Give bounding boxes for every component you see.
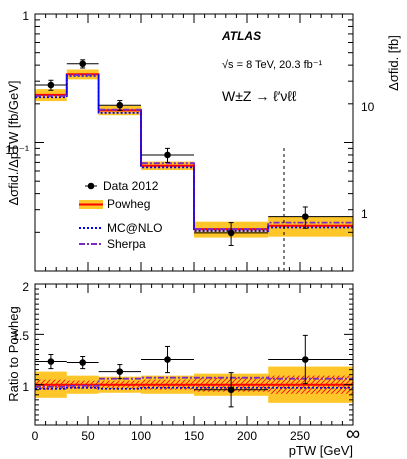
ratio-ytick-label: 2 [22, 280, 29, 294]
ratio-data-point [302, 356, 309, 363]
main-ytick-label: 10⁻¹ [5, 143, 29, 157]
data-point [47, 81, 55, 89]
xtick-label: 200 [237, 429, 257, 443]
ratio-ytick-label: 1 [22, 380, 29, 394]
legend-entry-data: Data 2012 [85, 179, 159, 193]
xtick-label: 0 [32, 429, 39, 443]
main-panel: 1 10⁻¹ 10 1 Δσfid./ΔpTW [fb/GeV] Δσfid. … [5, 9, 401, 272]
ratio-data-point [116, 368, 124, 375]
atlas-label: ATLAS [221, 29, 261, 43]
main-axis-ticks [35, 14, 353, 271]
ratio-sherpa-line [35, 376, 353, 388]
ratio-axis-ticks [35, 284, 353, 425]
ratio-data-point [47, 358, 55, 365]
legend-label-mcnlo: MC@NLO [107, 221, 163, 235]
main-ytick-label-right: 10 [361, 100, 375, 114]
data-point [79, 60, 86, 68]
xtick-label: 100 [131, 429, 151, 443]
ratio-data-point [227, 386, 235, 394]
xtick-label: 50 [81, 429, 95, 443]
ratio-panel: 2 1.5 1 Ratio to Powheg 0 50 100 150 200… [6, 280, 360, 458]
ratio-ytick-label: 1.5 [12, 329, 29, 343]
main-ylabel: Δσfid./ΔpTW [fb/GeV] [6, 80, 21, 205]
ratio-mcnlo-line [35, 386, 353, 390]
xtick-label: 250 [290, 429, 310, 443]
ratio-ylabel: Ratio to Powheg [6, 306, 21, 401]
ratio-prediction-lines [35, 376, 353, 390]
ratio-data-point [164, 356, 171, 363]
xlabel: pTW [GeV] [289, 443, 353, 458]
legend-entry-mcnlo: MC@NLO [79, 221, 163, 235]
data-point [164, 151, 171, 159]
data-points [35, 59, 353, 246]
main-ytick-label-right: 1 [361, 207, 368, 221]
data-point [227, 229, 235, 237]
process-label: W±Z → ℓ′νℓℓ [222, 88, 297, 104]
main-ylabel-right: Δσfid. [fb] [386, 35, 401, 91]
data-point [302, 213, 309, 220]
legend-entry-sherpa: Sherpa [79, 237, 146, 251]
ratio-data-points [35, 334, 353, 408]
data-point [116, 101, 124, 109]
legend-entry-powheg: Powheg [79, 197, 150, 211]
legend-label-sherpa: Sherpa [107, 237, 146, 251]
legend-label-powheg: Powheg [107, 197, 150, 211]
energy-label: √s = 8 TeV, 20.3 fb⁻¹ [222, 59, 323, 71]
legend-label-data: Data 2012 [103, 179, 159, 193]
legend: Data 2012 Powheg MC@NLO Sherpa [79, 179, 163, 251]
xtick-label: 150 [184, 429, 204, 443]
ratio-data-point [79, 359, 86, 366]
prediction-lines [35, 73, 353, 232]
main-ytick-label: 1 [22, 9, 29, 23]
xtick-label-infinity: ∞ [346, 423, 360, 445]
